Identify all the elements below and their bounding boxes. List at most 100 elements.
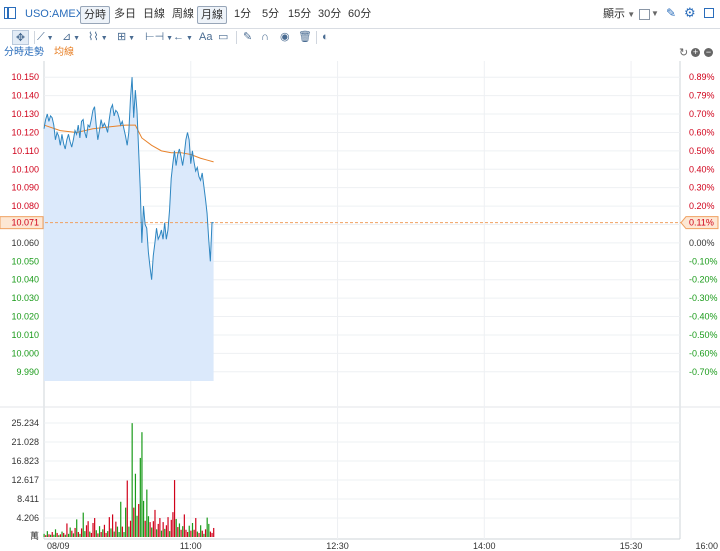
volume-bar	[82, 512, 84, 537]
volume-bar	[159, 518, 161, 537]
volume-tick-label: 8.411	[17, 494, 39, 504]
volume-bar	[182, 526, 184, 537]
price-tick-label: 10.110	[12, 146, 39, 156]
settings-icon[interactable]: ⚙	[684, 5, 696, 20]
pct-tick-label: -0.50%	[689, 330, 718, 340]
volume-bar	[108, 517, 110, 537]
volume-bar	[170, 519, 172, 537]
period-monthly[interactable]: 月線	[197, 6, 227, 24]
volume-bar	[118, 532, 120, 537]
toggle-icon[interactable]: ◐	[322, 31, 329, 43]
pct-tick-label: -0.20%	[689, 275, 718, 285]
measure-tool-icon[interactable]: ⊢⊣ ▼	[145, 31, 174, 43]
period-30min[interactable]: 30分	[318, 8, 342, 20]
volume-bar	[211, 532, 213, 537]
volume-bar	[142, 500, 145, 537]
volume-bar	[146, 489, 148, 537]
crosshair-icon[interactable]: ✥	[12, 30, 29, 45]
period-60min[interactable]: 60分	[348, 8, 372, 20]
volume-tick-label: 25.234	[11, 418, 39, 428]
arrow-tool-icon[interactable]: ← ▼	[173, 31, 193, 43]
refresh-icon[interactable]: ↻	[679, 47, 689, 59]
volume-unit-label: 萬	[30, 530, 39, 541]
price-tick-label: 10.080	[11, 201, 39, 211]
volume-bar	[183, 514, 185, 537]
time-tick-label: 15:30	[620, 541, 643, 551]
volume-bar	[67, 533, 70, 537]
wave-tool-icon[interactable]: ⌇⌇ ▼	[88, 31, 108, 43]
tab-average[interactable]: 均線	[54, 47, 74, 58]
volume-bar	[45, 535, 47, 537]
pen-icon[interactable]: ✎	[243, 31, 253, 43]
price-tick-label: 10.050	[11, 256, 39, 266]
pct-tick-label: 0.60%	[689, 127, 715, 137]
pct-tick-label: -0.10%	[689, 256, 718, 266]
zoom-in-icon[interactable]: +	[691, 47, 700, 57]
volume-bar	[116, 526, 119, 537]
period-daily[interactable]: 日線	[143, 8, 165, 20]
current-pct-tag	[680, 216, 719, 230]
volume-bar	[126, 480, 128, 537]
volume-bar	[102, 529, 104, 537]
period-timeshare[interactable]: 分時	[80, 6, 110, 24]
period-weekly[interactable]: 周線	[172, 8, 194, 20]
volume-bar	[149, 522, 151, 537]
volume-bar	[188, 525, 190, 537]
volume-tick-label: 16.823	[11, 456, 39, 466]
symbol-label[interactable]: USO:AMEX	[25, 8, 84, 20]
volume-bar	[64, 534, 66, 537]
volume-bar	[58, 535, 60, 537]
volume-bar	[195, 518, 197, 537]
zoom-out-icon[interactable]: −	[704, 47, 713, 57]
period-5min[interactable]: 5分	[262, 8, 280, 20]
volume-bar	[87, 521, 89, 537]
period-1min[interactable]: 1分	[234, 8, 252, 20]
tab-timeshare[interactable]: 分時走勢	[4, 47, 44, 58]
volume-bar	[152, 521, 154, 537]
time-tick-label: 14:00	[473, 541, 496, 551]
fib-tool-icon[interactable]: ⊞ ▼	[117, 31, 136, 43]
volume-bar	[97, 533, 99, 537]
volume-bar	[56, 532, 58, 537]
color-box-icon[interactable]	[639, 9, 650, 20]
current-pct-label: 0.11%	[689, 218, 714, 228]
period-15min[interactable]: 15分	[288, 8, 312, 20]
volume-bar	[89, 531, 91, 537]
volume-bar	[191, 522, 194, 537]
volume-bar	[94, 518, 96, 537]
magnet-icon[interactable]: ∩	[261, 31, 269, 43]
pct-tick-label: 0.79%	[689, 91, 715, 101]
volume-bar	[128, 526, 130, 537]
comment-icon[interactable]: ▭	[218, 31, 229, 43]
fullscreen-icon[interactable]	[704, 8, 714, 18]
period-multiday[interactable]: 多日	[114, 8, 136, 20]
volume-bar	[134, 473, 137, 537]
volume-bar	[43, 533, 45, 537]
panel-toggle-icon[interactable]	[4, 7, 16, 19]
volume-bar	[136, 515, 138, 537]
chevron-down-icon[interactable]: ▼	[651, 9, 659, 18]
volume-bar	[185, 529, 187, 537]
text-tool-icon[interactable]: Aa	[199, 31, 213, 43]
display-menu[interactable]: 顯示 ▼	[603, 6, 635, 23]
volume-bar	[107, 531, 109, 537]
volume-bar	[129, 520, 132, 537]
trash-icon[interactable]: 🗑	[298, 31, 312, 43]
volume-bar	[53, 534, 55, 537]
divider	[236, 31, 237, 44]
eye-icon[interactable]: ◉	[280, 31, 290, 43]
volume-bar	[113, 531, 115, 537]
volume-bar	[100, 532, 102, 537]
pct-tick-label: 0.00%	[689, 238, 715, 248]
pct-tick-label: -0.60%	[689, 348, 718, 358]
volume-bar	[204, 529, 207, 537]
line-tool-icon[interactable]: ⟋ ▼	[37, 31, 54, 43]
volume-tick-label: 4.206	[16, 513, 39, 523]
price-tick-label: 10.120	[11, 127, 39, 137]
volume-bar	[138, 504, 140, 537]
volume-bar	[79, 533, 81, 537]
volume-bar	[115, 521, 117, 537]
channel-tool-icon[interactable]: ⊿ ▼	[62, 31, 81, 43]
pencil-icon[interactable]: ✎	[666, 6, 677, 20]
